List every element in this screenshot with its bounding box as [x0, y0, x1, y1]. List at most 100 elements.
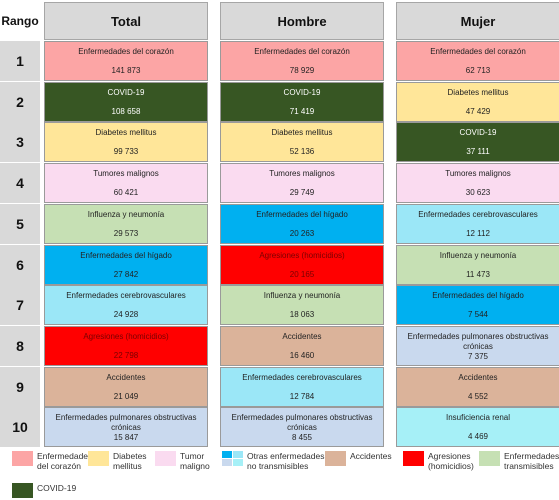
legend-item: Diabetes mellitus	[88, 451, 147, 471]
legend-swatch	[12, 483, 33, 498]
rank-number: 10	[0, 407, 40, 448]
cause-label: Enfermedades del hígado	[80, 250, 172, 260]
cause-cell: Tumores malignos 30 623	[396, 163, 559, 204]
cause-cell: Diabetes mellitus 47 429	[396, 81, 559, 122]
column-header: Mujer	[396, 2, 559, 40]
cause-label: Enfermedades pulmonares obstructivas cró…	[55, 413, 197, 433]
legend-swatch-part	[233, 451, 243, 458]
death-count: 16 460	[289, 350, 315, 360]
cause-label: Enfermedades pulmonares obstructivas cró…	[231, 413, 373, 433]
cause-cell: Enfermedades del hígado 27 842	[44, 244, 208, 285]
death-count: 37 111	[466, 147, 490, 157]
rank-number: 8	[0, 325, 40, 366]
legend-item: Enfermedades del corazón	[12, 451, 92, 471]
legend-swatch	[88, 451, 109, 466]
legend-item: Tumor maligno	[155, 451, 210, 471]
cause-label: Accidentes	[458, 372, 498, 382]
legend-label: Enfermedades del corazón	[37, 451, 93, 471]
death-count: 20 263	[289, 228, 315, 238]
death-count: 15 847	[113, 433, 139, 443]
cause-label: Influenza y neumonía	[87, 209, 165, 219]
death-count: 21 049	[113, 391, 139, 401]
death-count: 29 573	[113, 228, 139, 238]
legend-label: Otras enfermedades no transmisibles	[247, 451, 325, 471]
death-count: 22 798	[113, 350, 139, 360]
cause-cell: Enfermedades cerebrovasculares 12 784	[220, 366, 384, 407]
legend-label: Diabetes mellitus	[113, 451, 147, 471]
cause-label: Diabetes mellitus	[95, 128, 157, 138]
cause-cell: Enfermedades del corazón 78 929	[220, 41, 384, 81]
cause-label: Agresiones (homicidios)	[83, 331, 169, 341]
death-count: 11 473	[466, 269, 490, 279]
death-count: 27 842	[113, 269, 139, 279]
cause-label: Enfermedades cerebrovasculares	[242, 372, 362, 382]
legend-swatch	[222, 451, 243, 466]
cause-label: Insuficiencia renal	[445, 413, 511, 423]
death-count: 47 429	[465, 106, 491, 116]
cause-label: Enfermedades del corazón	[430, 47, 526, 56]
cause-cell: Agresiones (homicidios) 22 798	[44, 325, 208, 366]
cause-cell: Enfermedades pulmonares obstructivas cró…	[220, 407, 384, 448]
rank-number: 5	[0, 203, 40, 244]
death-count: 99 733	[113, 147, 139, 157]
cause-cell: Enfermedades cerebrovasculares 24 928	[44, 285, 208, 326]
cause-cell: Enfermedades del hígado 20 263	[220, 203, 384, 244]
cause-label: Diabetes mellitus	[447, 87, 509, 97]
death-count: 24 928	[113, 310, 139, 320]
cause-cell: Insuficiencia renal 4 469	[396, 407, 559, 448]
legend-swatch	[12, 451, 33, 466]
death-count: 12 112	[466, 228, 490, 238]
legend-label: Agresiones (homicidios)	[428, 451, 474, 471]
legend-label: Enfermedades transmisibles	[504, 451, 559, 471]
death-count: 7 544	[467, 310, 489, 320]
column-header: Total	[44, 2, 208, 40]
legend: Enfermedades del corazón Diabetes mellitu…	[0, 449, 559, 500]
rank-number: 7	[0, 285, 40, 326]
death-count: 8 455	[291, 433, 313, 443]
cause-label: Enfermedades del hígado	[432, 291, 524, 301]
legend-swatch-part	[233, 459, 243, 466]
cause-cell: Accidentes 21 049	[44, 366, 208, 407]
legend-item: Accidentes	[325, 451, 392, 466]
cause-label: COVID-19	[107, 87, 145, 97]
cause-label: Agresiones (homicidios)	[259, 250, 345, 260]
death-count: 78 929	[289, 66, 315, 75]
cause-cell: Enfermedades del corazón 62 713	[396, 41, 559, 81]
cause-cell: COVID-19 108 658	[44, 81, 208, 122]
rank-number: 6	[0, 244, 40, 285]
death-count: 60 421	[113, 188, 139, 198]
cause-label: Enfermedades cerebrovasculares	[66, 291, 186, 301]
cause-label: Enfermedades cerebrovasculares	[418, 209, 538, 219]
cause-label: Tumores malignos	[269, 169, 335, 179]
death-count: 141 873	[111, 66, 141, 75]
legend-swatch-part	[222, 451, 232, 458]
cause-label: Influenza y neumonía	[439, 250, 517, 260]
cause-label: COVID-19	[283, 87, 321, 97]
cause-label: Enfermedades pulmonares obstructivas cró…	[407, 331, 549, 351]
death-count: 18 063	[289, 310, 315, 320]
rank-number: 2	[0, 81, 40, 122]
legend-swatch	[325, 451, 346, 466]
legend-swatch	[155, 451, 176, 466]
legend-swatch	[479, 451, 500, 466]
rank-number: 1	[0, 41, 40, 81]
cause-cell: Tumores malignos 60 421	[44, 163, 208, 204]
column-header: Hombre	[220, 2, 384, 40]
legend-item: Agresiones (homicidios)	[403, 451, 474, 471]
cause-cell: Enfermedades del corazón 141 873	[44, 41, 208, 81]
legend-swatch	[403, 451, 424, 466]
cause-cell: Diabetes mellitus 52 136	[220, 122, 384, 163]
cause-label: Enfermedades del corazón	[78, 47, 174, 56]
cause-cell: Enfermedades pulmonares obstructivas cró…	[396, 325, 559, 366]
cause-cell: COVID-19 71 419	[220, 81, 384, 122]
cause-cell: Agresiones (homicidios) 20 165	[220, 244, 384, 285]
death-count: 12 784	[289, 391, 315, 401]
death-count: 30 623	[465, 188, 491, 198]
death-count: 71 419	[289, 106, 315, 116]
legend-item: COVID-19	[12, 483, 76, 498]
cause-cell: Accidentes 16 460	[220, 325, 384, 366]
cause-label: Diabetes mellitus	[271, 128, 333, 138]
cause-label: Enfermedades del hígado	[256, 209, 348, 219]
legend-label: Accidentes	[350, 451, 392, 461]
cause-label: Enfermedades del corazón	[254, 47, 350, 56]
